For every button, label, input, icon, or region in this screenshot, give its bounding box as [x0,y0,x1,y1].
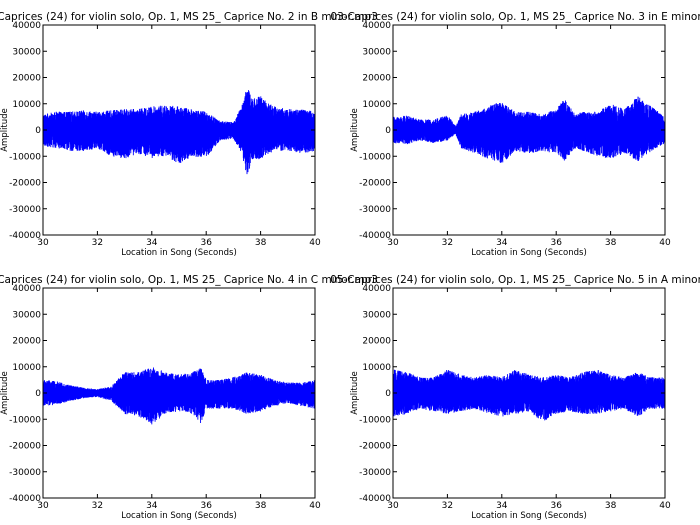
chart-panel-4: 30 32 34 36 38 40 40000 30000 20000 10000 0 -10000 -… [330,274,700,521]
x-tick-label: 40 [659,238,671,248]
y-tick-label: 40000 [12,21,41,31]
x-tick-label: 38 [605,238,617,248]
x-axis-label: Location in Song (Seconds) [471,511,587,521]
x-tick-label: 36 [550,501,562,511]
x-tick-label: 36 [200,501,212,511]
y-tick-label: -20000 [359,442,391,452]
x-axis-label: Location in Song (Seconds) [471,248,587,258]
chart-title: 05-Caprices (24) for violin solo, Op. 1,… [330,274,700,286]
waveform-series [393,369,665,421]
y-axis-label: Amplitude [0,108,10,152]
y-tick-label: 20000 [362,337,391,347]
y-tick-label: 10000 [12,100,41,110]
y-tick-label: -40000 [359,231,391,241]
chart-title: 02-Caprices (24) for violin solo, Op. 1,… [0,11,378,23]
y-tick-label: -10000 [9,152,41,162]
x-tick-label: 34 [146,501,158,511]
y-tick-label: -30000 [9,468,41,478]
waveform-series [393,96,665,163]
x-tick-label: 36 [550,238,562,248]
x-tick-label: 32 [92,238,103,248]
y-tick-label: 10000 [362,100,391,110]
y-tick-label: 20000 [362,74,391,84]
y-tick-label: 30000 [362,310,391,320]
x-tick-label: 34 [496,501,508,511]
y-tick-label: -30000 [359,468,391,478]
y-tick-label: -20000 [359,179,391,189]
x-tick-label: 32 [442,501,453,511]
waveform-series [43,367,315,425]
y-tick-label: -10000 [359,415,391,425]
x-tick-label: 38 [255,238,267,248]
chart-panel-3: 30 32 34 36 38 40 40000 30000 20000 10000 0 -10000 -… [0,274,378,521]
y-tick-label: -10000 [9,415,41,425]
y-tick-label: 10000 [362,363,391,373]
x-tick-label: 34 [496,238,508,248]
x-tick-label: 38 [605,501,617,511]
y-tick-label: -20000 [9,442,41,452]
y-axis-label: Amplitude [350,108,360,152]
x-tick-label: 30 [37,501,49,511]
y-tick-label: 40000 [12,284,41,294]
x-tick-label: 40 [309,501,321,511]
y-tick-label: 10000 [12,363,41,373]
x-tick-label: 40 [309,238,321,248]
y-tick-label: 0 [35,126,41,136]
waveform-series [43,90,315,175]
y-tick-label: 30000 [12,47,41,57]
y-tick-label: 0 [385,389,391,399]
y-tick-label: 30000 [362,47,391,57]
x-tick-label: 32 [92,501,103,511]
y-axis-label: Amplitude [0,371,10,415]
y-tick-label: 0 [35,389,41,399]
x-axis-label: Location in Song (Seconds) [121,248,237,258]
x-tick-label: 36 [200,238,212,248]
x-tick-label: 40 [659,501,671,511]
x-tick-label: 30 [387,501,399,511]
chart-title: 03-Caprices (24) for violin solo, Op. 1,… [330,11,700,23]
x-tick-label: 30 [37,238,49,248]
x-tick-label: 38 [255,501,267,511]
chart-panel-2: 30 32 34 36 38 40 40000 30000 20000 10000 0 -10000 -… [330,11,700,258]
y-tick-label: 0 [385,126,391,136]
chart-panel-1: 30 32 34 36 38 40 40000 30000 20000 10000 0 -10000 -… [0,11,378,258]
y-tick-label: 20000 [12,337,41,347]
y-tick-label: -40000 [9,494,41,504]
x-axis-label: Location in Song (Seconds) [121,511,237,521]
y-tick-label: 30000 [12,310,41,320]
y-tick-label: -30000 [359,205,391,215]
y-tick-label: 20000 [12,74,41,84]
y-tick-label: -10000 [359,152,391,162]
y-axis-label: Amplitude [350,371,360,415]
chart-title: 04-Caprices (24) for violin solo, Op. 1,… [0,274,378,286]
y-tick-label: 40000 [362,21,391,31]
y-tick-label: 40000 [362,284,391,294]
y-tick-label: -40000 [9,231,41,241]
y-tick-label: -30000 [9,205,41,215]
y-tick-label: -40000 [359,494,391,504]
x-tick-label: 34 [146,238,158,248]
y-tick-label: -20000 [9,179,41,189]
x-tick-label: 32 [442,238,453,248]
x-tick-label: 30 [387,238,399,248]
